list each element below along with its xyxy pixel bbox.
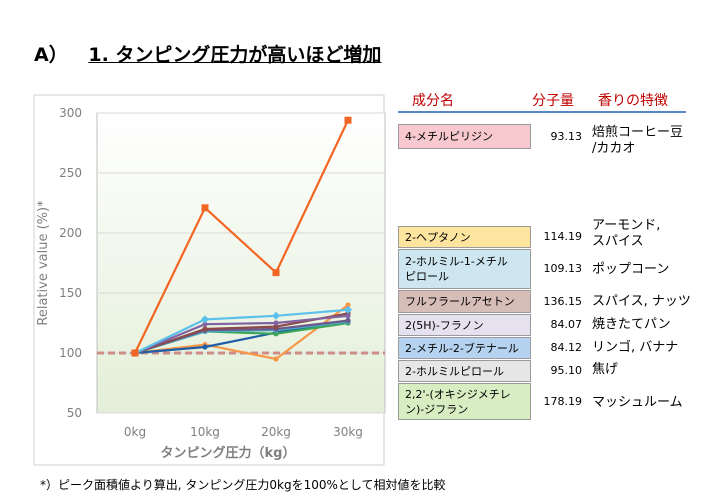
section-title: 1. タンピング圧力が高いほど増加 xyxy=(88,44,382,66)
y-tick-label: 300 xyxy=(59,106,82,120)
x-tick-label: 0kg xyxy=(124,425,146,439)
y-tick-label: 150 xyxy=(59,286,82,300)
compound-name: フルフラールアセトン xyxy=(398,290,531,313)
x-tick-label: 10kg xyxy=(190,425,220,439)
data-point xyxy=(273,324,279,330)
data-point xyxy=(345,318,351,324)
compound-name: 4-メチルピリジン xyxy=(398,124,531,149)
data-point xyxy=(272,311,280,320)
series-line xyxy=(134,308,349,354)
data-point xyxy=(345,313,351,319)
aroma-description: アーモンド, スパイス xyxy=(592,218,661,249)
data-point xyxy=(201,315,209,324)
compound-name: 2-メチル-2-ブテナール xyxy=(398,337,531,359)
molecular-weight: 136.15 xyxy=(543,294,583,308)
y-tick-label: 50 xyxy=(67,406,82,420)
section-label: A） xyxy=(34,44,68,66)
y-axis-ticks: 50 100 150 200 250 300 xyxy=(59,106,82,420)
data-point xyxy=(202,326,208,332)
aroma-description: 焙煎コーヒー豆 /カカオ xyxy=(592,125,684,156)
page-heading: A） 1. タンピング圧力が高いほど増加 xyxy=(34,40,381,67)
plot-area xyxy=(96,112,386,414)
compound-name: 2-ホルミルピロール xyxy=(398,360,531,382)
header-mw: 分子量 xyxy=(532,93,574,109)
molecular-weight: 84.12 xyxy=(550,341,583,354)
series-line xyxy=(134,314,349,355)
molecular-weight: 178.19 xyxy=(543,394,583,408)
y-tick-label: 250 xyxy=(59,166,82,180)
molecular-weight: 93.13 xyxy=(550,129,583,143)
header-component: 成分名 xyxy=(412,93,454,109)
aroma-description: 焦げ xyxy=(592,362,619,377)
aroma-description: スパイス, ナッツ xyxy=(592,294,691,309)
y-axis-label: Relative value (%)* xyxy=(36,200,51,326)
series-group xyxy=(131,116,352,362)
data-point xyxy=(202,321,208,327)
compound-name: 2-ホルミル-1-メチル ピロール xyxy=(398,249,531,289)
molecular-weight: 95.10 xyxy=(550,364,583,377)
header-rule xyxy=(398,111,686,113)
aroma-description: リンゴ, バナナ xyxy=(592,340,679,355)
x-axis-ticks: 0kg 10kg 20kg 30kg xyxy=(124,425,363,439)
data-point xyxy=(131,349,139,357)
x-tick-label: 20kg xyxy=(261,425,291,439)
aroma-description: マッシュルーム xyxy=(592,395,683,410)
x-axis-label: タンピング圧力（kg） xyxy=(161,445,296,461)
compound-name: 2-ヘプタノン xyxy=(398,226,531,248)
molecular-weight: 109.13 xyxy=(543,262,583,275)
data-point xyxy=(345,302,351,308)
data-point xyxy=(344,305,352,314)
aroma-description: ポップコーン xyxy=(592,262,670,277)
data-point xyxy=(202,344,208,350)
aroma-description: 焼きたてパン xyxy=(592,317,671,332)
footnote: *）ピーク面積値より算出, タンピング圧力0kgを100%として相対値を比較 xyxy=(40,478,446,492)
header-aroma: 香りの特徴 xyxy=(598,93,668,109)
data-point xyxy=(273,320,279,326)
data-point xyxy=(344,116,352,124)
molecular-weight: 114.19 xyxy=(543,230,583,243)
y-tick-label: 100 xyxy=(59,346,82,360)
data-point xyxy=(272,269,280,277)
compound-name: 2(5H)-フラノン xyxy=(398,314,531,336)
x-tick-label: 30kg xyxy=(333,425,363,439)
data-point xyxy=(273,356,279,362)
data-point xyxy=(273,331,279,337)
compound-name: 2,2'-(オキシジメチレ ン)-ジフラン xyxy=(398,383,531,420)
series-line xyxy=(134,304,349,361)
molecular-weight: 84.07 xyxy=(550,318,583,331)
data-point xyxy=(201,204,209,212)
y-tick-label: 200 xyxy=(59,226,82,240)
series-line xyxy=(134,119,349,354)
